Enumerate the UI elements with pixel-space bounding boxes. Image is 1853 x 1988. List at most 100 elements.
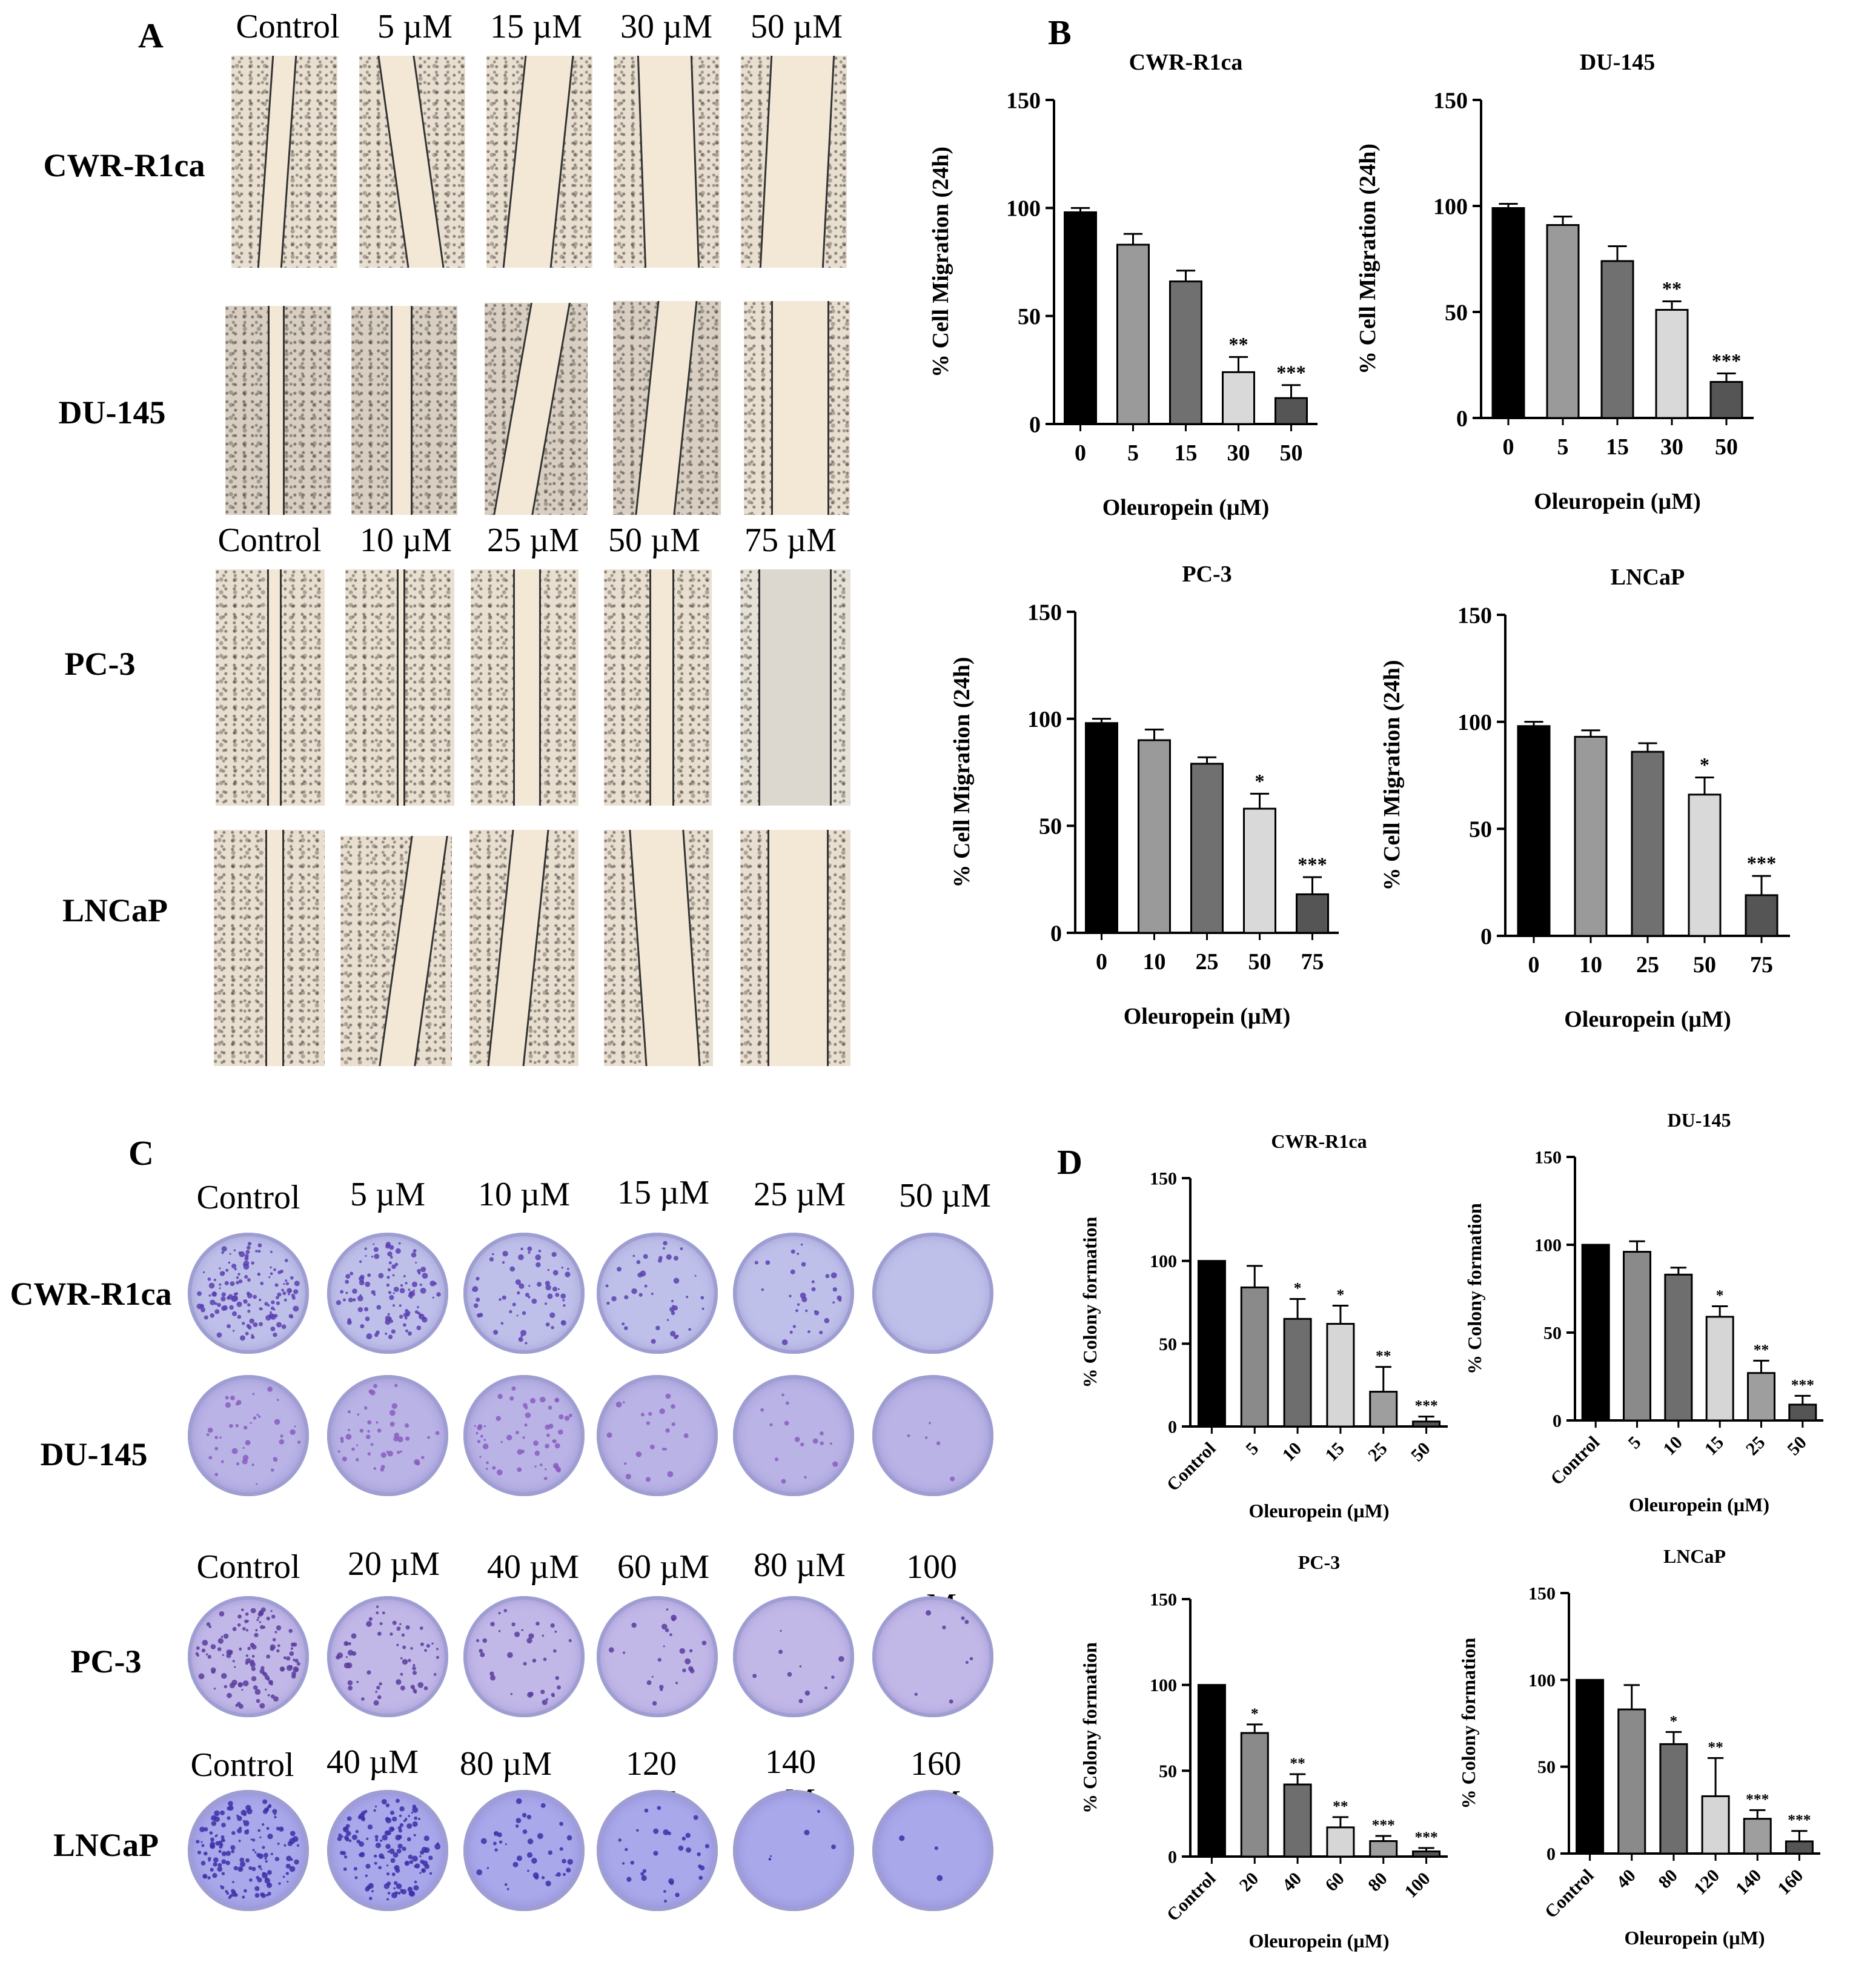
y-tick-label: 50: [1018, 304, 1041, 330]
bar: [1517, 725, 1551, 937]
bar: [1709, 381, 1743, 419]
significance-marker: *: [1670, 1712, 1678, 1729]
bar: [1169, 280, 1202, 425]
col-head-c2-4: 80 µM: [753, 1546, 846, 1584]
row-label-c-1: DU-145: [40, 1436, 148, 1473]
y-tick-label: 50: [1537, 1757, 1556, 1777]
bar: [1664, 1273, 1693, 1422]
y-tick-label: 50: [1159, 1334, 1177, 1354]
colony-dish: [188, 1790, 309, 1911]
panel-label-c: C: [128, 1133, 154, 1173]
bar: [1745, 894, 1778, 937]
y-tick-label: 100: [1433, 194, 1468, 219]
x-tick-label: 10: [1579, 952, 1602, 978]
col-head-c1-3: 15 µM: [617, 1174, 710, 1211]
x-tick-label: 50: [1280, 440, 1303, 466]
x-tick-label: 25: [1196, 949, 1219, 975]
significance-marker: *: [1251, 1705, 1259, 1722]
x-tick-label: 50: [1783, 1433, 1811, 1460]
micrograph: [486, 56, 592, 268]
y-tick-label: 0: [1480, 924, 1492, 949]
x-tick-label: 80: [1654, 1866, 1682, 1893]
x-tick-label: 50: [1693, 952, 1716, 978]
col-head-a-top-0: Control: [236, 8, 340, 45]
x-tick-label: 10: [1659, 1433, 1686, 1460]
significance-marker: ***: [1788, 1811, 1811, 1829]
chart-title: CWR-R1ca: [1271, 1130, 1367, 1152]
x-axis-title: Oleuropein (µM): [1102, 495, 1270, 520]
x-tick-label: 5: [1557, 434, 1569, 460]
y-tick-label: 150: [1457, 603, 1492, 628]
colony-dish: [872, 1790, 993, 1911]
x-axis-title: Oleuropein (µM): [1124, 1004, 1291, 1029]
bar: [1283, 1783, 1312, 1858]
x-tick-label: 5: [1242, 1439, 1262, 1459]
micrograph: [340, 836, 452, 1066]
micrograph: [471, 569, 578, 806]
bar: [1788, 1403, 1817, 1422]
significance-marker: *: [1700, 754, 1709, 776]
x-tick-label: 25: [1742, 1433, 1769, 1460]
x-tick-label: 50: [1407, 1439, 1434, 1466]
bar: [1369, 1391, 1398, 1428]
x-tick-label: 60: [1321, 1869, 1348, 1896]
colony-dish: [597, 1790, 718, 1911]
row-label-c-3: LNCaP: [53, 1827, 159, 1863]
significance-marker: ***: [1276, 362, 1305, 383]
x-axis-title: Oleuropein (µM): [1624, 1927, 1765, 1949]
row-label-c-2: PC-3: [70, 1643, 142, 1680]
col-head-a-mid-3: 50 µM: [608, 522, 701, 559]
col-head-a-mid-2: 25 µM: [486, 522, 580, 559]
y-tick-label: 0: [1553, 1411, 1562, 1431]
bar: [1222, 371, 1255, 425]
x-tick-label: 10: [1278, 1439, 1305, 1466]
bar: [1326, 1323, 1355, 1428]
col-head-c3-0: Control: [190, 1746, 294, 1784]
x-tick-label: 30: [1660, 434, 1683, 460]
y-tick-label: 0: [1050, 921, 1062, 946]
col-head-c3-1: 40 µM: [326, 1743, 419, 1781]
bar: [1574, 735, 1608, 937]
bar: [1275, 397, 1308, 425]
y-tick-label: 100: [1150, 1675, 1177, 1695]
col-head-c1-1: 5 µM: [350, 1176, 426, 1213]
colony-dish: [597, 1375, 718, 1496]
significance-marker: ***: [1747, 852, 1776, 874]
significance-marker: **: [1333, 1797, 1348, 1815]
colony-dish: [733, 1596, 854, 1717]
y-tick-label: 150: [1006, 88, 1041, 113]
bar: [1631, 750, 1665, 937]
x-axis-title: Oleuropein (µM): [1248, 1930, 1389, 1952]
bar: [1600, 260, 1634, 419]
colony-dish: [463, 1790, 585, 1911]
significance-marker: *: [1294, 1279, 1302, 1297]
x-axis-title: Oleuropein (µM): [1629, 1494, 1769, 1516]
x-tick-label: 25: [1364, 1439, 1391, 1466]
bar: [1546, 224, 1580, 419]
col-head-a-mid-1: 10 µM: [359, 522, 452, 559]
bar: [1064, 211, 1097, 425]
colony-dish: [188, 1375, 309, 1496]
micrograph: [351, 306, 457, 515]
x-axis-title: Oleuropein (µM): [1534, 489, 1701, 514]
x-tick-label: 15: [1606, 434, 1629, 460]
bar: [1659, 1743, 1688, 1855]
row-label-a-3: LNCaP: [62, 892, 168, 929]
bar: [1576, 1678, 1605, 1855]
x-tick-label: 160: [1774, 1866, 1807, 1899]
col-head-a-mid-4: 75 µM: [744, 522, 837, 559]
col-head-c1-5: 50 µM: [898, 1177, 992, 1214]
x-tick-label: 0: [1096, 949, 1107, 975]
x-tick-label: 20: [1236, 1869, 1263, 1896]
micrograph: [345, 569, 454, 806]
y-axis-title: % Cell Migration (24h): [1379, 660, 1405, 890]
bar: [1581, 1244, 1610, 1422]
colony-dish: [327, 1233, 448, 1354]
y-tick-label: 0: [1168, 1847, 1177, 1867]
bar: [1138, 739, 1171, 934]
colony-dish: [733, 1790, 854, 1911]
bar: [1655, 309, 1689, 419]
significance-marker: **: [1708, 1738, 1723, 1755]
bar: [1623, 1251, 1651, 1422]
colony-dish: [327, 1375, 448, 1496]
